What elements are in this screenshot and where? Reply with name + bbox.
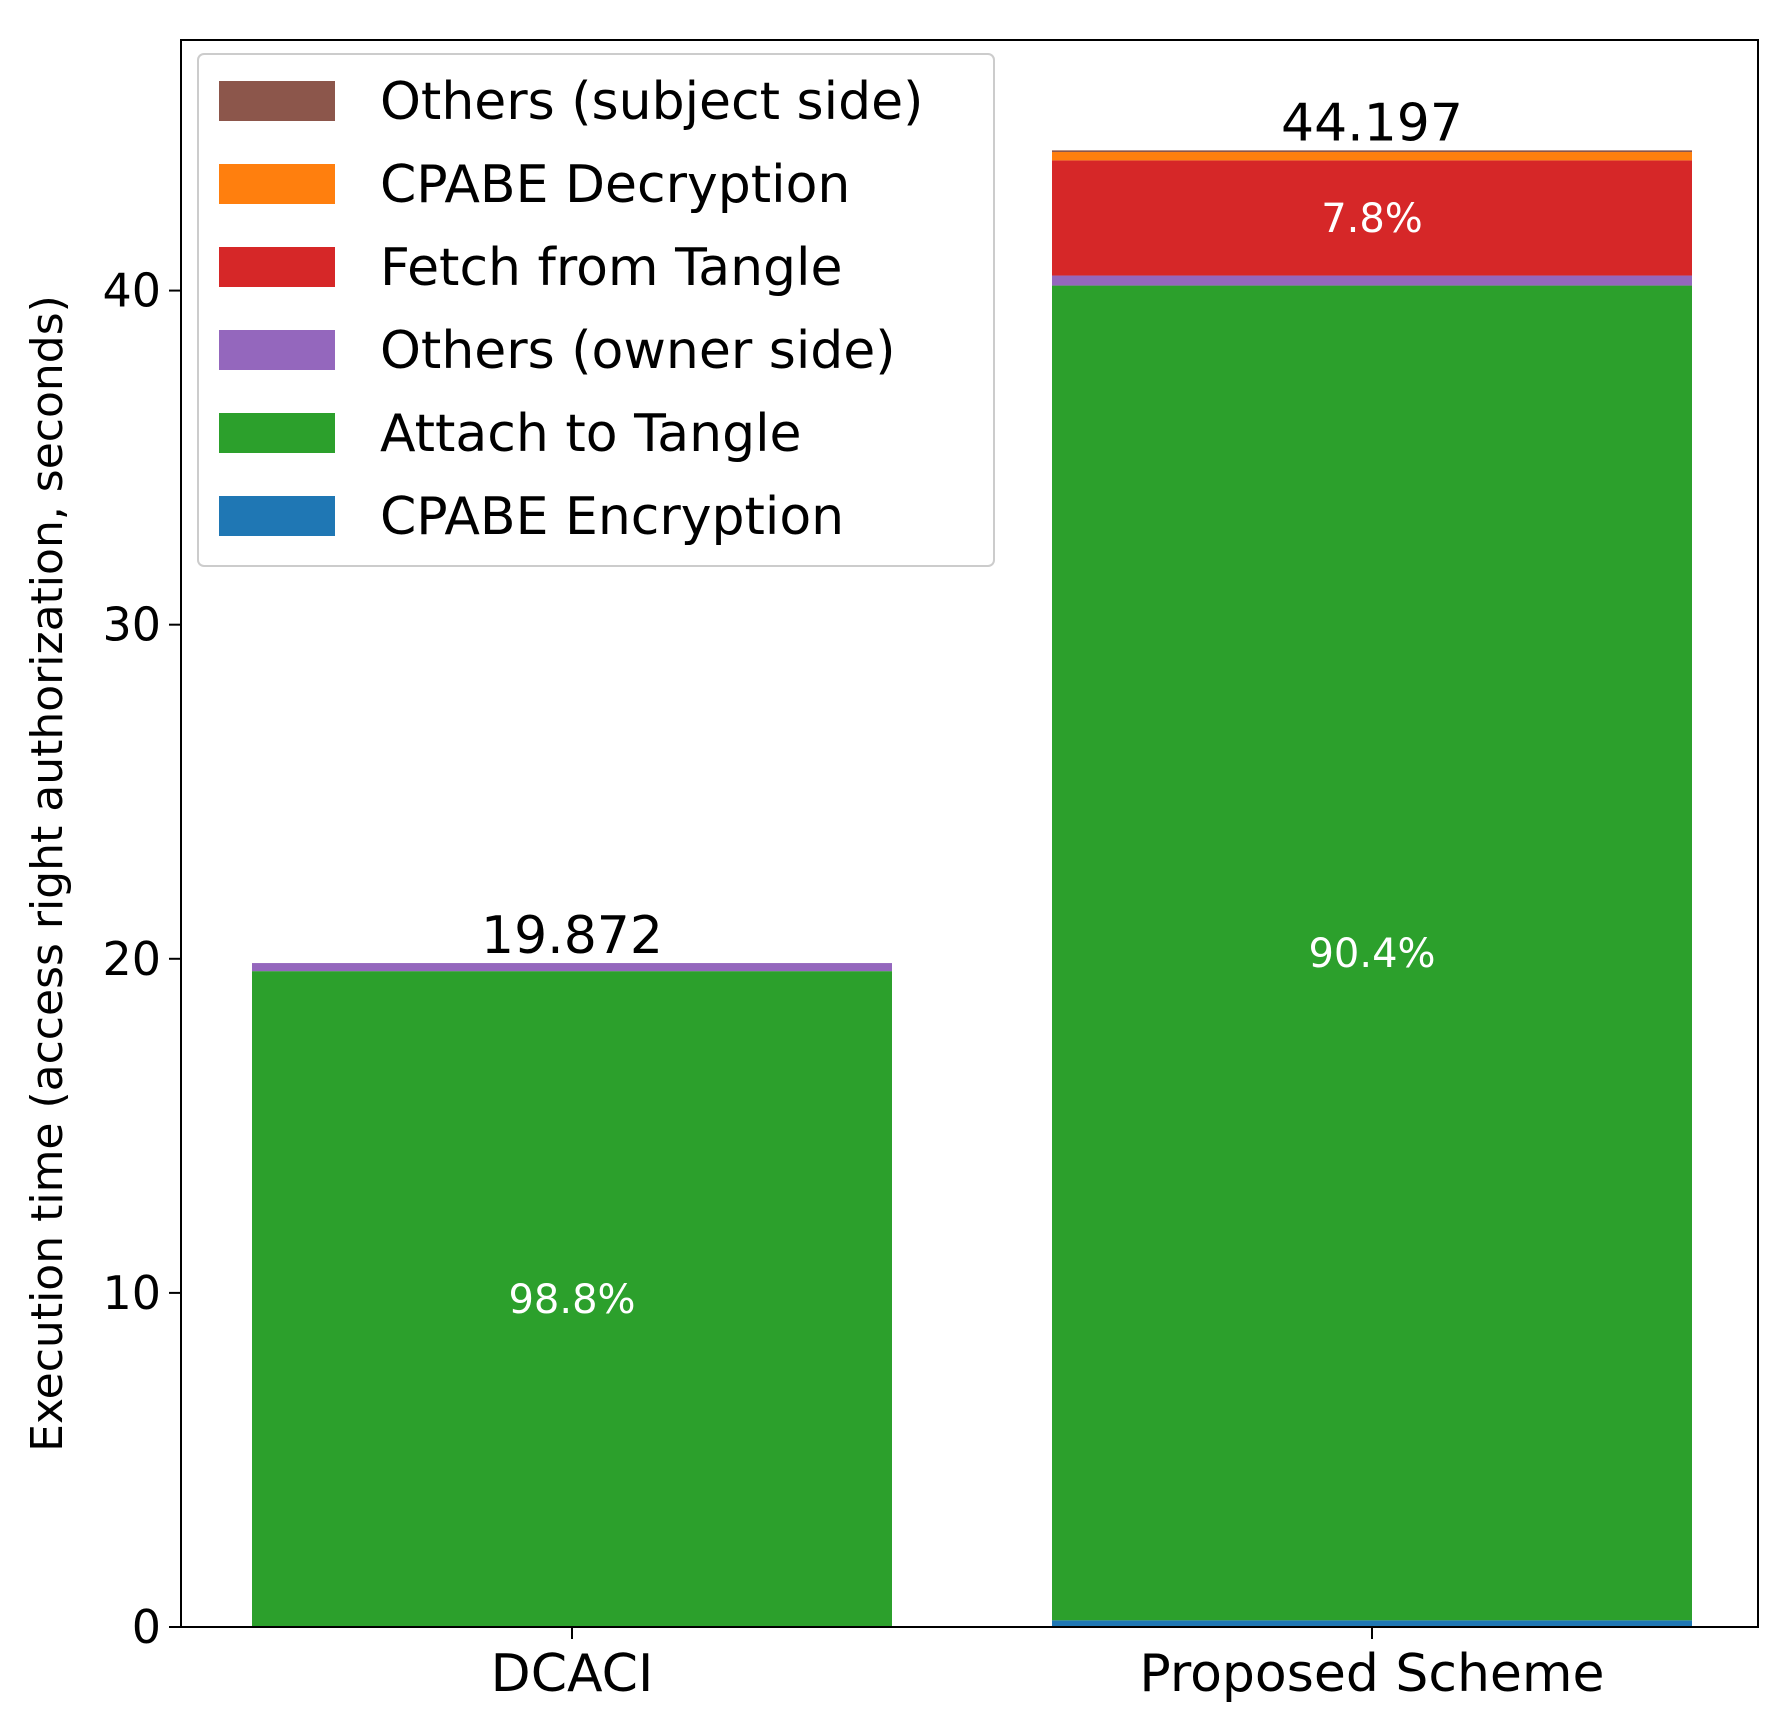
legend-swatch-others-owner-side <box>219 330 335 370</box>
total-label-dcaci: 19.872 <box>481 906 663 966</box>
total-labels-layer: 19.872 44.197 <box>481 93 1463 966</box>
bar-segment-proposed-scheme-cpabe-encryption <box>1052 1620 1692 1627</box>
bar-segment-dcaci-attach-to-tangle <box>252 971 892 1627</box>
y-tick-label: 10 <box>102 1266 161 1320</box>
segment-label-proposed-scheme-attach-to-tangle: 90.4% <box>1308 931 1435 977</box>
legend-swatch-cpabe-encryption <box>219 496 335 536</box>
y-axis: 0 10 20 30 40 <box>102 264 181 1654</box>
legend-label-attach-to-tangle: Attach to Tangle <box>380 404 802 464</box>
segment-label-dcaci-attach-to-tangle: 98.8% <box>508 1277 635 1323</box>
bars-layer <box>252 150 1692 1627</box>
x-tick-label-proposed-scheme: Proposed Scheme <box>1139 1644 1604 1704</box>
legend-box <box>197 53 995 567</box>
legend-swatch-fetch-from-tangle <box>219 247 335 287</box>
bar-segment-proposed-scheme-cpabe-decryption <box>1052 152 1692 161</box>
legend-label-others-owner-side: Others (owner side) <box>380 321 896 381</box>
bar-segment-proposed-scheme-attach-to-tangle <box>1052 285 1692 1621</box>
x-axis: DCACI Proposed Scheme <box>491 1627 1605 1704</box>
legend: Others (subject side) CPABE Decryption Fet… <box>197 53 995 567</box>
y-tick-label: 0 <box>132 1600 161 1654</box>
legend-label-others-subject-side: Others (subject side) <box>380 72 923 132</box>
legend-swatch-cpabe-decryption <box>219 164 335 204</box>
legend-label-fetch-from-tangle: Fetch from Tangle <box>380 238 843 298</box>
bar-segment-proposed-scheme-fetch-from-tangle <box>1052 160 1692 276</box>
legend-swatch-others-subject-side <box>219 81 335 121</box>
total-label-proposed-scheme: 44.197 <box>1281 93 1463 153</box>
legend-swatch-attach-to-tangle <box>219 413 335 453</box>
bar-segment-dcaci-others-owner-side <box>252 963 892 972</box>
y-tick-label: 40 <box>102 264 161 318</box>
x-tick-label-dcaci: DCACI <box>491 1644 654 1704</box>
y-tick-label: 20 <box>102 932 161 986</box>
plot-area-frame <box>180 39 1759 1628</box>
segment-label-proposed-scheme-fetch-from-tangle: 7.8% <box>1321 196 1423 242</box>
legend-label-cpabe-encryption: CPABE Encryption <box>380 487 844 547</box>
legend-label-cpabe-decryption: CPABE Decryption <box>380 155 850 215</box>
y-tick-label: 30 <box>102 598 161 652</box>
segment-labels-layer: 98.8% 90.4% 7.8% <box>508 196 1435 1323</box>
y-axis-label: Execution time (access right authorizati… <box>22 295 73 1452</box>
bar-segment-proposed-scheme-others-owner-side <box>1052 275 1692 286</box>
bar-segment-proposed-scheme-others-subject-side <box>1052 150 1692 153</box>
